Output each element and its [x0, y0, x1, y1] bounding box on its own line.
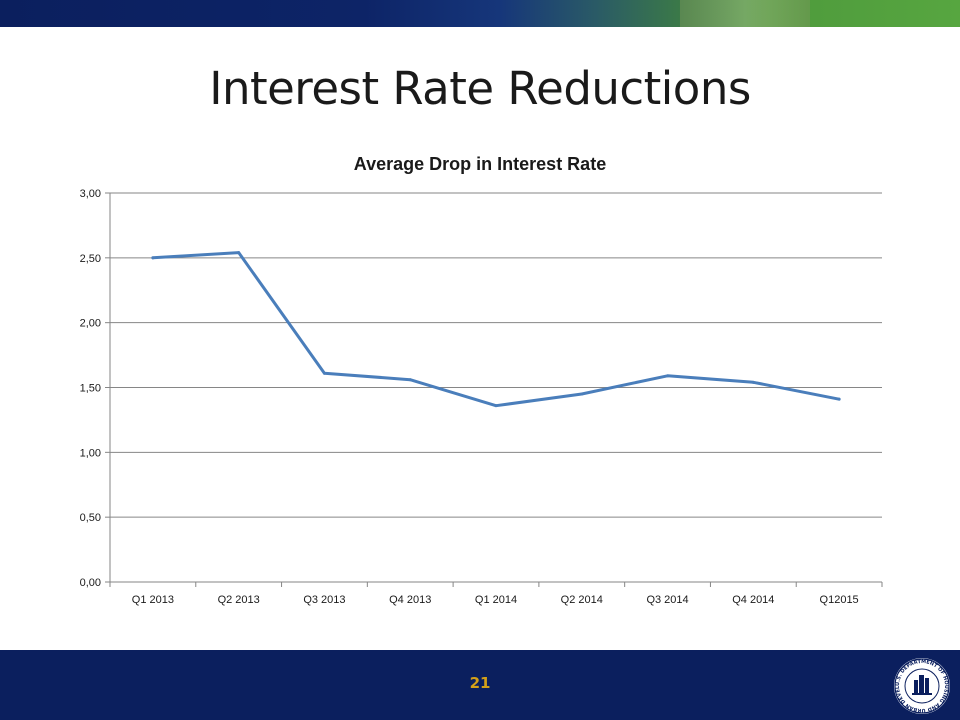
x-tick-label: Q1 2013: [132, 594, 174, 606]
y-tick-label: 2,50: [80, 253, 101, 265]
data-point: [151, 256, 155, 260]
banner-photo-strip: [680, 0, 810, 27]
x-tick-label: Q3 2014: [646, 594, 688, 606]
y-tick-label: 0,50: [80, 512, 101, 524]
series-layer: [151, 251, 841, 408]
y-tick-label: 1,00: [80, 447, 101, 459]
data-point: [494, 404, 498, 408]
data-point: [237, 251, 241, 255]
data-point: [580, 392, 584, 396]
y-tick-label: 3,00: [80, 188, 101, 200]
x-tick-label: Q2 2014: [561, 594, 603, 606]
y-tick-label: 0,00: [80, 577, 101, 589]
y-tick-label: 2,00: [80, 318, 101, 330]
line-chart: Average Drop in Interest Rate 0,00 0,50 1,…: [80, 154, 883, 606]
x-axis-tick-labels: Q1 2013 Q2 2013 Q3 2013 Q4 2013 Q1 2014 Q2 20…: [132, 594, 859, 606]
x-tick-label: Q12015: [820, 594, 859, 606]
axes: [105, 192, 883, 587]
y-tick-label: 1,50: [80, 383, 101, 395]
x-tick-label: Q4 2014: [732, 594, 774, 606]
x-tick-label: Q3 2013: [303, 594, 345, 606]
hud-seal-logo: U.S. DEPARTMENT OF HOUSING AND URBAN DEV…: [892, 656, 950, 714]
data-point: [751, 380, 755, 384]
gridlines: [110, 192, 882, 583]
x-tick-label: Q1 2014: [475, 594, 517, 606]
footer-banner: [0, 650, 960, 720]
x-tick-label: Q2 2013: [218, 594, 260, 606]
data-point: [666, 374, 670, 378]
page-number: 21: [469, 674, 491, 692]
data-point: [837, 397, 841, 401]
data-point: [408, 378, 412, 382]
top-banner: [0, 0, 960, 27]
data-point: [322, 371, 326, 375]
x-tick-label: Q4 2013: [389, 594, 431, 606]
chart-title: Average Drop in Interest Rate: [354, 154, 606, 174]
slide-title: Interest Rate Reductions: [209, 62, 751, 115]
y-axis-tick-labels: 0,00 0,50 1,00 1,50 2,00 2,50 3,00: [80, 188, 101, 589]
series-line: [151, 251, 841, 408]
